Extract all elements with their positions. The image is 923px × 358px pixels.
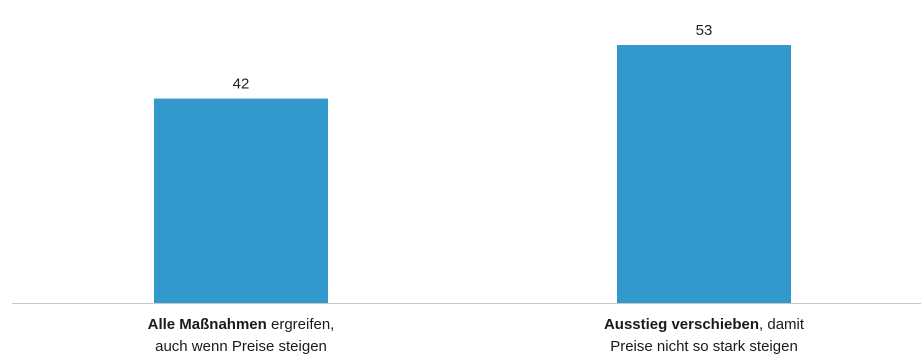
category-label-2-bold: Ausstieg verschieben [604, 316, 759, 333]
category-labels-layer: Alle Maßnahmen ergreifen, auch wenn Preis… [148, 316, 805, 355]
bars-layer [154, 45, 791, 303]
category-label-1-bold: Alle Maßnahmen [148, 316, 267, 333]
bar-value-label-1: 42 [233, 76, 250, 93]
category-label-1-rest: ergreifen, [267, 316, 335, 333]
category-label-1-line-2: auch wenn Preise steigen [155, 338, 327, 355]
value-labels-layer: 42 53 [233, 22, 713, 93]
category-label-2-line-1: Ausstieg verschieben, damit [604, 316, 805, 333]
bar-2 [617, 45, 791, 303]
category-label-2-rest: , damit [759, 316, 805, 333]
category-label-2-line-2: Preise nicht so stark steigen [610, 338, 798, 355]
bar-1 [154, 98, 328, 303]
bar-value-label-2: 53 [696, 22, 713, 39]
category-label-1-line-1: Alle Maßnahmen ergreifen, [148, 316, 335, 333]
